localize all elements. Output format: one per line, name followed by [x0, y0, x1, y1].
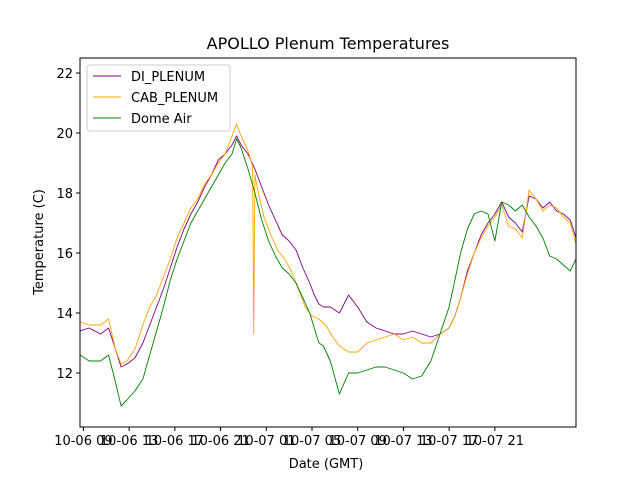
y-axis-title: Temperature (C) [32, 189, 47, 296]
x-tick-label: 10-07 21 [466, 434, 524, 449]
series-layer [80, 123, 576, 407]
legend-label-cab-plenum: CAB_PLENUM [131, 91, 218, 106]
y-tick-label: 14 [56, 307, 73, 322]
series-line-dome-air [80, 138, 576, 407]
legend: DI_PLENUM CAB_PLENUM Dome Air [86, 64, 231, 132]
y-tick-label: 12 [56, 367, 73, 382]
y-tick-label: 22 [56, 67, 73, 82]
y-tick-label: 18 [56, 187, 73, 202]
chart-title: APOLLO Plenum Temperatures [207, 34, 450, 53]
legend-label-dome-air: Dome Air [131, 112, 192, 127]
x-tick-label: 10-07 13 [374, 434, 432, 449]
plot-frame [79, 57, 577, 428]
x-tick-label: 10-07 09 [328, 434, 386, 449]
x-tick-label: 10-06 09 [54, 434, 112, 449]
x-axis-title: Date (GMT) [289, 457, 364, 472]
x-tick-label: 10-06 13 [100, 434, 158, 449]
x-tick-label: 10-07 17 [420, 434, 478, 449]
x-tick-label: 10-07 01 [237, 434, 295, 449]
y-tick-label: 20 [56, 127, 73, 142]
legend-label-di-plenum: DI_PLENUM [131, 70, 205, 85]
series-line-di-plenum [80, 135, 576, 368]
x-tick-label: 10-07 05 [283, 434, 341, 449]
y-tick-label: 16 [56, 247, 73, 262]
x-tick-label: 10-06 21 [191, 434, 249, 449]
y-axis: 12 14 16 18 20 22 [56, 67, 80, 382]
x-tick-label: 10-06 17 [146, 434, 204, 449]
legend-box [86, 64, 231, 132]
